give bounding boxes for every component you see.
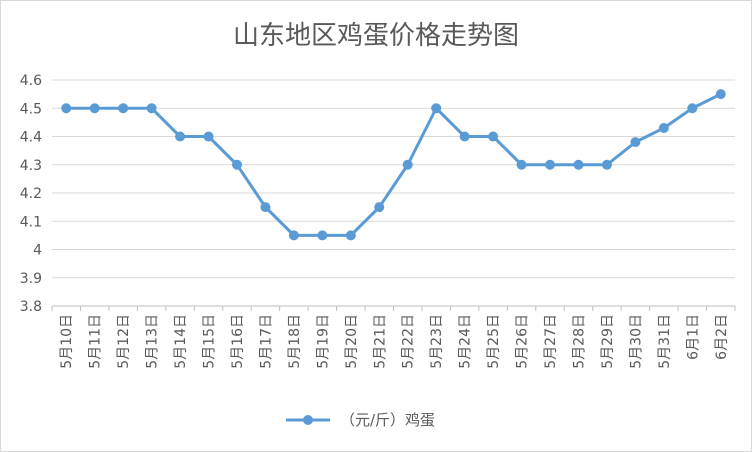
data-point	[402, 159, 413, 170]
data-point	[601, 159, 612, 170]
data-point	[61, 103, 72, 114]
y-tick-label: 3.8	[20, 299, 42, 315]
x-tick-label: 5月29日	[600, 314, 616, 369]
y-tick-label: 4.2	[20, 186, 42, 202]
data-point	[573, 159, 584, 170]
x-tick-label: 5月27日	[543, 314, 559, 369]
y-tick-label: 4.1	[20, 214, 42, 230]
x-tick-label: 6月1日	[685, 314, 701, 360]
data-point	[118, 103, 129, 114]
legend: （元/斤）鸡蛋	[286, 411, 435, 429]
y-tick-label: 4	[33, 243, 42, 259]
data-point	[89, 103, 100, 114]
data-point	[545, 159, 556, 170]
x-tick-label: 5月28日	[571, 314, 587, 369]
data-point	[630, 137, 641, 148]
data-point	[516, 159, 527, 170]
x-tick-label: 5月18日	[287, 314, 303, 369]
x-tick-label: 5月12日	[116, 314, 132, 369]
series-line	[66, 92, 722, 237]
x-tick-label: 5月16日	[230, 314, 246, 369]
y-tick-label: 4.6	[20, 73, 42, 89]
y-tick-label: 4.4	[20, 130, 42, 146]
x-tick-label: 5月11日	[88, 314, 104, 369]
x-axis: 5月10日 5月11日 5月12日 5月13日 5月14日 5月15日 5月16日 5月17日…	[51, 306, 736, 369]
data-point	[288, 230, 299, 241]
x-tick-label: 5月22日	[401, 314, 417, 369]
data-point	[431, 103, 442, 114]
y-tick-label: 4.3	[20, 158, 42, 174]
x-tick-label: 6月2日	[714, 314, 730, 360]
x-tick-label: 5月14日	[173, 314, 189, 369]
x-tick-label: 5月19日	[315, 314, 331, 369]
data-point	[687, 103, 698, 114]
data-point	[345, 230, 356, 241]
x-tick-label: 5月13日	[145, 314, 161, 369]
x-tick-label: 5月23日	[429, 314, 445, 369]
data-point	[715, 89, 726, 100]
y-axis-ticks: 3.8 3.9 4 4.1 4.2 4.3 4.4 4.5 4.6	[20, 73, 42, 315]
x-tick-label: 5月24日	[458, 314, 474, 369]
series-egg-price	[61, 89, 726, 241]
x-tick-label: 5月21日	[372, 314, 388, 369]
data-point	[175, 131, 186, 142]
data-point	[317, 230, 328, 241]
legend-label: （元/斤）鸡蛋	[340, 411, 435, 429]
data-point	[658, 123, 669, 134]
data-point	[203, 131, 214, 142]
data-point	[260, 202, 271, 213]
data-point	[146, 103, 157, 114]
x-tick-label: 5月17日	[258, 314, 274, 369]
x-tick-label: 5月20日	[344, 314, 360, 369]
x-tick-label: 5月31日	[657, 314, 673, 369]
data-point	[488, 131, 499, 142]
x-tick-label: 5月10日	[59, 314, 75, 369]
data-point	[231, 159, 242, 170]
x-tick-label: 5月30日	[628, 314, 644, 369]
x-tick-label: 5月25日	[486, 314, 502, 369]
x-tick-label: 5月15日	[202, 314, 218, 369]
legend-swatch-marker	[303, 415, 313, 425]
x-tick-label: 5月26日	[515, 314, 531, 369]
chart-title: 山东地区鸡蛋价格走势图	[233, 21, 519, 51]
y-tick-label: 3.9	[20, 271, 42, 287]
gridlines	[52, 79, 735, 307]
data-point	[459, 131, 470, 142]
data-point	[374, 202, 385, 213]
y-tick-label: 4.5	[20, 101, 42, 117]
